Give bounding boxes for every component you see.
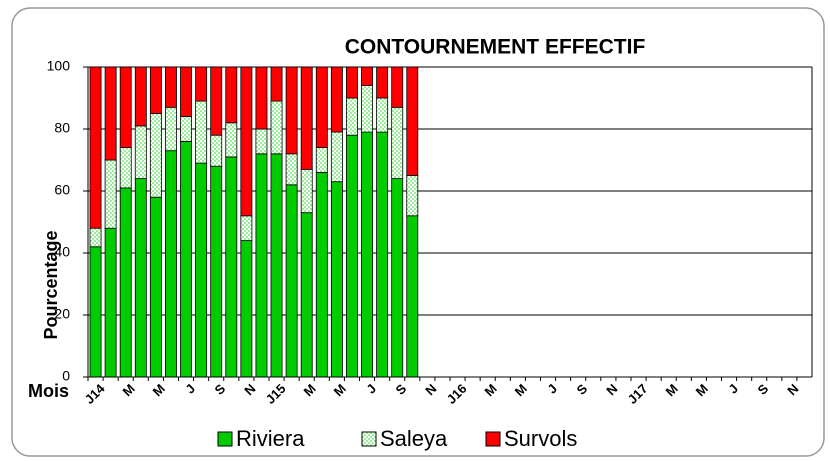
bar-segment (391, 178, 404, 378)
bar-segment (391, 66, 404, 108)
bar-segment (315, 171, 328, 378)
bar-segment (255, 128, 268, 155)
bar-segment (119, 66, 132, 148)
bar-segment (300, 168, 313, 214)
bar-segment (225, 122, 238, 158)
bar-segment (210, 66, 223, 136)
y-tick-label: 40 (54, 244, 70, 260)
legend-swatch (361, 431, 377, 447)
bar-segment (180, 116, 192, 142)
bar-segment (406, 175, 419, 217)
bar-segment (195, 100, 208, 164)
bar-segment (285, 184, 298, 378)
bar-segment (376, 131, 389, 378)
bar-segment (180, 140, 192, 378)
bar-segment (180, 66, 192, 117)
bar-segment (104, 159, 117, 229)
bar-segment (149, 66, 162, 114)
bar-segment (104, 66, 117, 161)
y-tick-label: 100 (47, 58, 71, 74)
bar-segment (406, 66, 419, 176)
bar-segment (225, 156, 238, 378)
bar-segment (376, 66, 389, 99)
bar-segment (89, 227, 102, 248)
bar-segment (346, 134, 358, 378)
x-axis-label: Mois (28, 381, 69, 401)
y-tick-label: 0 (62, 368, 70, 384)
legend-label: Riviera (236, 426, 305, 451)
y-tick-label: 60 (54, 182, 70, 198)
bar-segment (210, 134, 223, 167)
chart-title: CONTOURNEMENT EFFECTIF (345, 36, 646, 59)
y-tick-label: 80 (54, 120, 70, 136)
bar-segment (195, 66, 208, 102)
bar-segment (165, 66, 177, 108)
bar-segment (104, 227, 117, 378)
bar-segment (330, 66, 343, 133)
y-tick-label: 20 (54, 306, 70, 322)
bar-segment (119, 187, 132, 378)
bar-segment (270, 66, 283, 102)
bar-segment (346, 66, 358, 99)
bar-segment (255, 66, 268, 130)
y-axis-label: Pourcentage (41, 230, 61, 339)
legend-swatch (217, 431, 233, 447)
bar-segment (391, 106, 404, 180)
legend-label: Survols (504, 426, 577, 451)
bar-segment (149, 113, 162, 198)
bar-segment (315, 147, 328, 173)
bar-segment (361, 66, 373, 87)
bar-segment (134, 178, 147, 378)
bar-segment (330, 181, 343, 378)
bar-segment (240, 215, 253, 242)
bar-segment (240, 240, 253, 378)
bar-segment (149, 196, 162, 378)
bar-segment (300, 212, 313, 378)
bar-segment (225, 66, 238, 124)
bar-segment (270, 153, 283, 378)
bar-segment (346, 97, 358, 136)
bar-segment (330, 131, 343, 183)
bar-segment (195, 162, 208, 378)
bar-segment (89, 246, 102, 378)
bar-segment (285, 153, 298, 186)
bar-segment (376, 97, 389, 133)
bar-segment (255, 153, 268, 378)
bar-segment (210, 165, 223, 378)
legend-label: Saleya (380, 426, 448, 451)
bar-segment (89, 66, 102, 229)
bar-segment (315, 66, 328, 148)
bar-segment (240, 66, 253, 217)
bar-segment (165, 150, 177, 378)
bar-segment (361, 131, 373, 378)
bar-segment (119, 147, 132, 189)
bar-segment (165, 106, 177, 152)
bar-segment (134, 125, 147, 180)
bar-segment (270, 100, 283, 155)
bar-segment (361, 85, 373, 133)
bar-segment (285, 66, 298, 155)
bar-segment (134, 66, 147, 127)
legend-swatch (485, 431, 501, 447)
bar-segment (406, 215, 419, 378)
bar-segment (300, 66, 313, 170)
